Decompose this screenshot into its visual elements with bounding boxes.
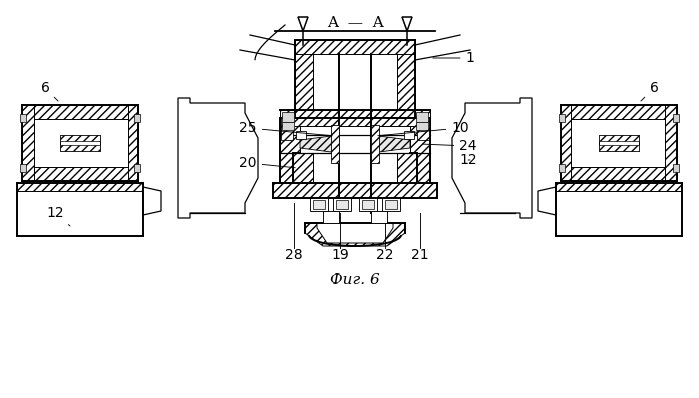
Bar bbox=[323, 211, 339, 223]
Bar bbox=[336, 200, 348, 209]
Polygon shape bbox=[273, 183, 437, 198]
Polygon shape bbox=[561, 167, 677, 181]
Bar bbox=[34, 119, 128, 167]
Bar bbox=[282, 112, 294, 122]
Text: 25: 25 bbox=[239, 121, 332, 136]
Bar bbox=[134, 114, 140, 122]
Polygon shape bbox=[60, 145, 100, 151]
Text: Фиг. 6: Фиг. 6 bbox=[330, 273, 380, 287]
Polygon shape bbox=[178, 98, 258, 218]
Text: 6: 6 bbox=[641, 81, 658, 101]
Bar bbox=[281, 118, 293, 140]
Polygon shape bbox=[298, 17, 308, 31]
Polygon shape bbox=[561, 105, 677, 119]
Polygon shape bbox=[599, 145, 639, 151]
Polygon shape bbox=[293, 153, 313, 183]
Bar bbox=[559, 114, 565, 122]
Polygon shape bbox=[599, 135, 639, 141]
Bar bbox=[599, 135, 639, 151]
Polygon shape bbox=[22, 167, 138, 181]
Polygon shape bbox=[128, 105, 138, 181]
Bar bbox=[673, 114, 679, 122]
Polygon shape bbox=[538, 187, 556, 215]
Polygon shape bbox=[331, 125, 339, 163]
Text: 22: 22 bbox=[376, 248, 394, 262]
Polygon shape bbox=[305, 223, 405, 246]
Polygon shape bbox=[371, 135, 410, 153]
Bar bbox=[559, 164, 565, 172]
Bar bbox=[385, 200, 397, 209]
Polygon shape bbox=[410, 118, 430, 183]
Polygon shape bbox=[371, 125, 379, 163]
Polygon shape bbox=[397, 40, 415, 118]
Bar bbox=[416, 112, 428, 122]
Polygon shape bbox=[22, 105, 34, 181]
Bar bbox=[20, 164, 26, 172]
Bar bbox=[404, 131, 414, 139]
Bar bbox=[359, 198, 377, 211]
Bar bbox=[417, 118, 429, 140]
Polygon shape bbox=[280, 110, 430, 126]
Bar bbox=[313, 200, 325, 209]
Polygon shape bbox=[60, 135, 100, 141]
Polygon shape bbox=[561, 105, 571, 181]
Text: 28: 28 bbox=[285, 248, 303, 262]
Bar bbox=[134, 164, 140, 172]
Text: 20: 20 bbox=[239, 156, 295, 170]
Bar bbox=[416, 122, 428, 130]
Polygon shape bbox=[397, 153, 417, 183]
Text: A  —  A: A — A bbox=[326, 16, 383, 30]
Polygon shape bbox=[295, 40, 415, 54]
Bar bbox=[333, 198, 351, 211]
Text: 12: 12 bbox=[46, 206, 70, 226]
Text: 21: 21 bbox=[411, 248, 428, 262]
Polygon shape bbox=[300, 135, 339, 153]
Bar bbox=[296, 131, 306, 139]
Polygon shape bbox=[295, 40, 313, 118]
Polygon shape bbox=[402, 17, 412, 31]
Polygon shape bbox=[280, 118, 300, 183]
Text: 12: 12 bbox=[459, 153, 477, 167]
Bar bbox=[20, 114, 26, 122]
Polygon shape bbox=[452, 98, 532, 218]
Polygon shape bbox=[665, 105, 677, 181]
Bar bbox=[282, 122, 294, 130]
Text: 10: 10 bbox=[377, 121, 469, 136]
Bar bbox=[571, 119, 665, 167]
Text: 24: 24 bbox=[423, 139, 477, 153]
Bar bbox=[60, 135, 100, 151]
Text: 6: 6 bbox=[41, 81, 58, 101]
Polygon shape bbox=[556, 183, 682, 191]
Bar bbox=[673, 164, 679, 172]
Bar bbox=[310, 198, 328, 211]
Polygon shape bbox=[22, 105, 138, 119]
Bar bbox=[382, 198, 400, 211]
Text: 1: 1 bbox=[433, 51, 475, 65]
Polygon shape bbox=[143, 187, 161, 215]
Text: 19: 19 bbox=[331, 248, 349, 262]
Polygon shape bbox=[17, 183, 143, 191]
Bar bbox=[339, 54, 371, 213]
Bar bbox=[371, 211, 387, 223]
Bar bbox=[362, 200, 374, 209]
